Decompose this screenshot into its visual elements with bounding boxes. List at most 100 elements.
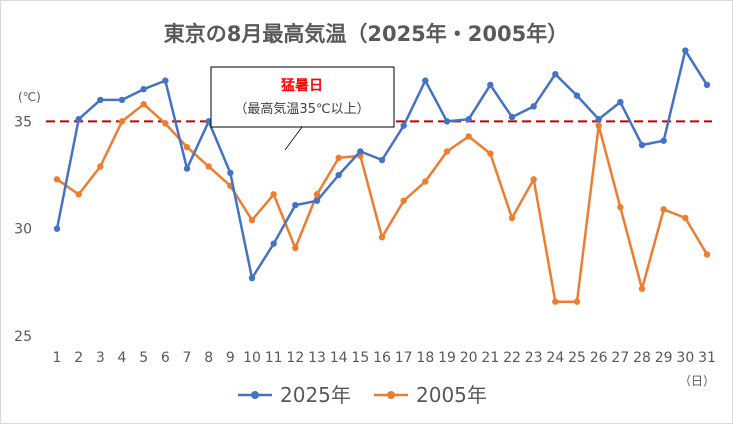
data-point — [183, 143, 191, 151]
x-tick-label: 26 — [590, 350, 608, 366]
data-point — [97, 163, 104, 170]
legend-item: 2005年 — [374, 383, 487, 407]
x-tick-label: 10 — [243, 350, 261, 366]
data-point — [378, 156, 386, 164]
x-unit-label: （日） — [679, 374, 715, 388]
x-tick-label: 7 — [183, 350, 192, 366]
data-point — [617, 98, 624, 106]
data-point — [292, 244, 299, 252]
data-point — [595, 116, 602, 123]
series-line — [56, 102, 709, 303]
x-tick-label: 24 — [546, 350, 564, 366]
data-point — [443, 118, 451, 125]
data-point — [660, 137, 667, 144]
x-tick-label: 14 — [330, 350, 348, 366]
y-tick-label: 30 — [14, 222, 32, 238]
legend-label: 2025年 — [280, 383, 351, 407]
data-point — [292, 201, 299, 209]
data-point — [313, 197, 321, 204]
data-point — [183, 165, 191, 172]
data-point — [682, 214, 689, 222]
x-tick-label: 4 — [118, 350, 127, 366]
data-point — [465, 116, 472, 123]
x-tick-label: 28 — [633, 350, 651, 366]
legend-marker — [251, 391, 259, 399]
data-point — [552, 70, 559, 78]
x-tick-label: 20 — [460, 350, 478, 366]
annotation-box — [210, 66, 395, 128]
data-point — [118, 118, 126, 125]
data-point — [335, 154, 342, 162]
data-point — [487, 150, 494, 157]
x-tick-label: 12 — [286, 350, 304, 366]
x-tick-label: 21 — [481, 350, 499, 366]
x-tick-label: 18 — [416, 350, 434, 366]
annotation-subtitle: （最高気温35℃以上） — [234, 101, 369, 117]
data-point — [140, 101, 147, 108]
data-point — [508, 113, 516, 121]
x-tick-label: 16 — [373, 350, 391, 366]
x-tick-label: 17 — [395, 350, 413, 366]
legend: 2025年 2005年 — [238, 383, 487, 407]
data-point — [617, 204, 624, 211]
data-point — [53, 176, 61, 183]
data-point — [118, 96, 126, 104]
data-point — [335, 171, 342, 179]
x-tick-label: 11 — [265, 350, 283, 366]
x-tick-label: 15 — [351, 350, 369, 366]
x-tick-label: 3 — [96, 350, 105, 366]
x-tick-label: 1 — [53, 350, 62, 366]
data-point — [703, 251, 711, 258]
x-tick-label: 9 — [226, 350, 235, 366]
series-2005年 — [53, 101, 711, 305]
data-point — [638, 141, 646, 149]
y-tick-label: 25 — [14, 329, 32, 345]
data-point — [270, 191, 277, 198]
chart-title: 東京の8月最高気温（2025年・2005年） — [164, 22, 569, 46]
annotation-title: 猛暑日 — [280, 77, 323, 94]
annotation-leader-line — [284, 126, 303, 151]
x-tick-label: 31 — [698, 350, 716, 366]
data-point — [227, 169, 234, 177]
data-point — [140, 85, 147, 93]
x-tick-label: 30 — [676, 350, 694, 366]
x-tick-label: 8 — [204, 350, 213, 366]
x-tick-label: 6 — [161, 350, 170, 366]
x-tick-label: 27 — [611, 350, 629, 366]
data-point — [703, 81, 711, 89]
legend-item: 2025年 — [238, 383, 351, 407]
x-tick-label: 29 — [655, 350, 673, 366]
data-point — [595, 122, 602, 129]
data-point — [530, 103, 537, 110]
series-2025年 — [53, 47, 711, 282]
legend-label: 2005年 — [416, 383, 487, 407]
data-point — [205, 163, 212, 170]
heat-day-annotation: 猛暑日 （最高気温35℃以上） — [210, 66, 395, 151]
data-point — [573, 92, 581, 99]
data-point — [660, 206, 667, 213]
x-tick-label: 22 — [503, 350, 521, 366]
data-point — [443, 148, 451, 155]
data-point — [400, 122, 407, 129]
data-point — [422, 77, 429, 84]
data-point — [248, 216, 256, 224]
x-tick-label: 5 — [139, 350, 148, 366]
data-point — [162, 77, 169, 84]
data-point — [552, 298, 559, 305]
x-tick-label: 2 — [74, 350, 83, 366]
data-point — [487, 81, 494, 89]
x-tick-label: 25 — [568, 350, 586, 366]
data-point — [508, 214, 516, 222]
data-point — [422, 178, 429, 185]
data-point — [357, 148, 364, 155]
data-point — [638, 285, 646, 292]
x-tick-label: 23 — [525, 350, 543, 366]
data-point — [378, 234, 386, 241]
x-tick-label: 13 — [308, 350, 326, 366]
data-point — [530, 176, 537, 183]
data-point — [53, 225, 61, 232]
data-point — [682, 47, 689, 54]
x-tick-label: 19 — [438, 350, 456, 366]
data-point — [162, 120, 169, 127]
